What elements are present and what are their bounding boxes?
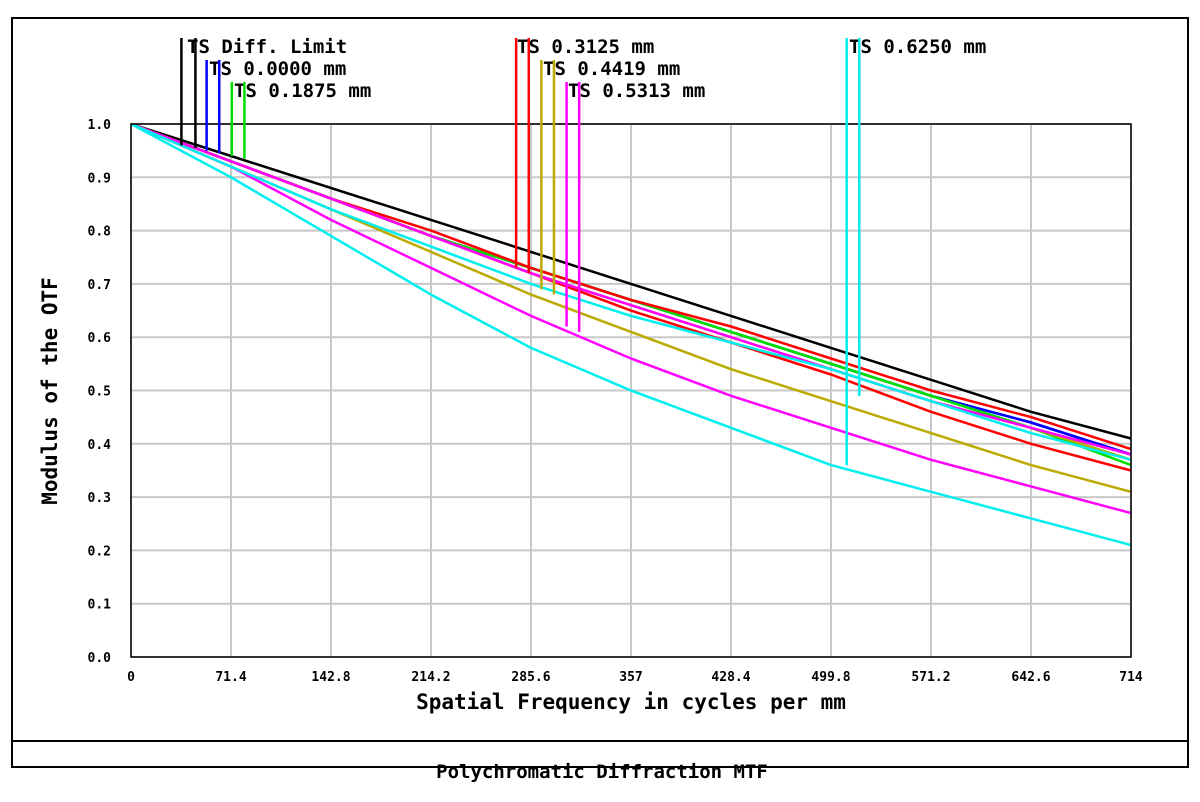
mtf-chart: 0 71.4 142.8 214.2 285.6 357 428.4 499.8 571.2 64… [13,36,1187,742]
y-tick-label: 0.6 [88,331,112,346]
series-line-11 [130,122,1132,462]
legend-label: TS 0.3125 mm [517,36,654,58]
x-tick-label: 142.8 [311,670,350,685]
y-tick-label: 1.0 [88,118,112,133]
x-tick-label: 571.2 [911,670,950,685]
x-tick-label: 357 [619,670,642,685]
x-tick-label: 285.6 [511,670,550,685]
legend-label: TS 0.4419 mm [543,58,680,80]
series-line-10 [130,122,1132,515]
y-axis-label: Modulus of the OTF [38,277,62,505]
y-tick-label: 0.4 [88,438,112,453]
legend-label: TS 0.0000 mm [209,58,346,80]
x-tick-label: 428.4 [711,670,750,685]
chart-title: Polychromatic Diffraction MTF [436,761,768,783]
legend-label: TS 0.6250 mm [849,36,986,58]
series-line-12 [130,122,1132,547]
y-tick-label: 0.5 [88,385,111,400]
x-tick-label: 642.6 [1011,670,1050,685]
tick-labels: 0 71.4 142.8 214.2 285.6 357 428.4 499.8 571.2 64… [88,118,1143,685]
legend-label: TS 0.5313 mm [568,80,705,102]
series-line-0 [130,122,1132,440]
series-layer [130,122,1132,547]
y-tick-label: 0.8 [88,225,112,240]
x-axis-label: Spatial Frequency in cycles per mm [416,690,846,714]
legend-label: TS 0.1875 mm [234,80,371,102]
y-tick-label: 0.2 [88,544,111,559]
y-tick-label: 0.0 [88,651,112,666]
x-tick-label: 214.2 [411,670,450,685]
x-tick-label: 71.4 [215,670,246,685]
x-tick-label: 714 [1119,670,1143,685]
series-line-9 [130,122,1132,456]
chart-frame: 0 71.4 142.8 214.2 285.6 357 428.4 499.8 571.2 64… [11,17,1189,783]
plot-border [130,123,1132,658]
y-tick-label: 0.7 [88,278,111,293]
legend-label: TS Diff. Limit [187,36,347,58]
x-tick-label: 499.8 [811,670,850,685]
y-tick-label: 0.3 [88,491,111,506]
y-tick-label: 0.1 [88,598,112,613]
x-tick-label: 0 [127,670,135,685]
y-tick-label: 0.9 [88,171,111,186]
